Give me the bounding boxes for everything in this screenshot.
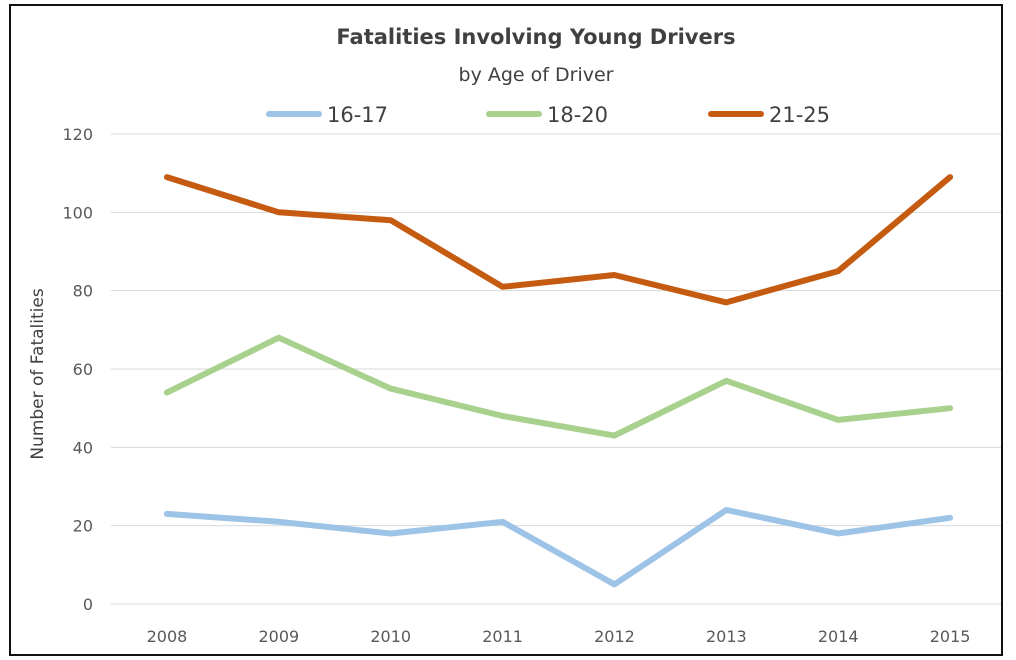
- x-tick-label: 2013: [706, 627, 747, 646]
- y-axis-ticks: 0 20 40 60 80 100 120: [62, 125, 93, 614]
- legend-label: 21-25: [769, 103, 830, 127]
- chart-subtitle: by Age of Driver: [459, 64, 614, 86]
- x-tick-label: 2010: [370, 627, 411, 646]
- chart-title: Fatalities Involving Young Drivers: [336, 25, 735, 49]
- series-line-21-25: [163, 174, 954, 306]
- line-chart: Fatalities Involving Young Drivers by Ag…: [28, 25, 1001, 646]
- series-lines: [163, 174, 954, 588]
- y-tick-label: 20: [73, 517, 93, 536]
- legend: 16-17 18-20 21-25: [266, 103, 830, 127]
- y-tick-label: 60: [73, 360, 93, 379]
- series-line-16-17: [163, 507, 954, 588]
- legend-label: 18-20: [547, 103, 608, 127]
- x-tick-label: 2015: [930, 627, 971, 646]
- chart-frame: Fatalities Involving Young Drivers by Ag…: [9, 4, 1003, 656]
- legend-label: 16-17: [327, 103, 388, 127]
- y-tick-label: 120: [62, 125, 93, 144]
- x-axis-ticks: 2008 2009 2010 2011 2012 2013 2014 2015: [147, 627, 971, 646]
- y-tick-label: 0: [83, 595, 93, 614]
- y-tick-label: 80: [73, 282, 93, 301]
- gridlines: [111, 133, 1001, 605]
- x-tick-label: 2011: [482, 627, 523, 646]
- y-axis-label: Number of Fatalities: [28, 288, 48, 459]
- series-line-18-20: [163, 334, 954, 439]
- y-tick-label: 100: [62, 203, 93, 222]
- x-tick-label: 2012: [594, 627, 635, 646]
- x-tick-label: 2008: [147, 627, 188, 646]
- y-tick-label: 40: [73, 438, 93, 457]
- x-tick-label: 2014: [818, 627, 859, 646]
- x-tick-label: 2009: [258, 627, 299, 646]
